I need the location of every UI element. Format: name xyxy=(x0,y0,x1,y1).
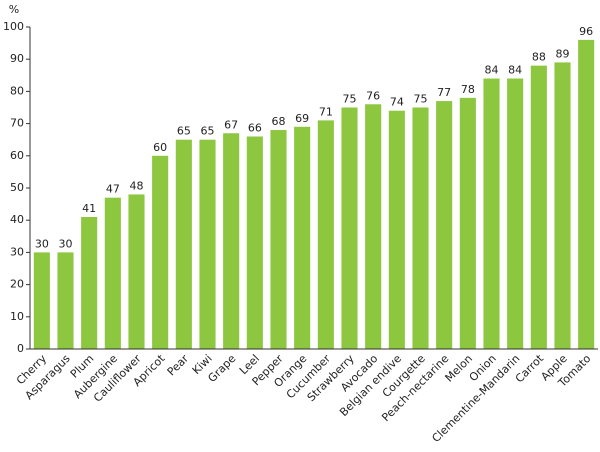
data-label: 75 xyxy=(414,93,428,106)
bar xyxy=(152,155,169,349)
y-tick-label: 40 xyxy=(10,213,24,226)
y-tick-label: 100 xyxy=(3,20,24,33)
y-tick-label: 0 xyxy=(17,342,24,355)
y-tick-label: 20 xyxy=(10,278,24,291)
bar xyxy=(270,130,287,349)
bar xyxy=(483,78,500,350)
data-label: 41 xyxy=(82,202,96,215)
data-label: 65 xyxy=(177,125,191,138)
data-label: 47 xyxy=(106,183,120,196)
bar xyxy=(554,62,571,350)
x-tick-label: Carrot xyxy=(513,352,547,386)
bar xyxy=(33,252,50,349)
data-label: 68 xyxy=(272,115,286,128)
data-label: 89 xyxy=(556,47,570,60)
x-tick-label: Grape xyxy=(205,352,238,385)
data-label: 69 xyxy=(295,112,309,125)
data-label: 77 xyxy=(437,86,451,99)
y-tick-label: 90 xyxy=(10,52,24,65)
data-label: 76 xyxy=(366,89,380,102)
bar xyxy=(530,65,547,349)
data-label: 48 xyxy=(130,179,144,192)
bar xyxy=(459,97,476,349)
bar xyxy=(317,120,334,349)
data-label: 65 xyxy=(201,125,215,138)
y-tick-label: 10 xyxy=(10,310,24,323)
data-label: 67 xyxy=(224,118,238,131)
data-label: 96 xyxy=(579,25,593,38)
bar xyxy=(81,216,98,349)
y-tick-label: 70 xyxy=(10,117,24,130)
y-tick-label: 50 xyxy=(10,181,24,194)
bar xyxy=(175,139,192,349)
data-label: 30 xyxy=(35,237,49,250)
bar xyxy=(294,126,311,349)
y-tick-label: 30 xyxy=(10,245,24,258)
bar xyxy=(578,39,595,349)
data-label: 78 xyxy=(461,83,475,96)
bar xyxy=(199,139,216,349)
bar xyxy=(128,194,145,349)
data-label: 74 xyxy=(390,96,404,109)
bar xyxy=(57,252,74,349)
bar xyxy=(365,104,382,349)
bar xyxy=(507,78,524,350)
data-label: 75 xyxy=(343,93,357,106)
y-tick-label: 60 xyxy=(10,149,24,162)
y-tick-label: 80 xyxy=(10,84,24,97)
data-label: 84 xyxy=(508,64,522,77)
bar xyxy=(223,133,240,349)
y-axis-label: % xyxy=(9,3,19,16)
bar xyxy=(388,110,405,349)
bar xyxy=(246,136,263,349)
bar xyxy=(412,107,429,349)
data-label: 30 xyxy=(59,237,73,250)
data-label: 60 xyxy=(153,141,167,154)
x-tick-label: Pear xyxy=(165,352,192,379)
bar xyxy=(436,101,453,349)
data-label: 88 xyxy=(532,51,546,64)
bar xyxy=(104,197,121,349)
data-label: 71 xyxy=(319,105,333,118)
data-label: 84 xyxy=(485,64,499,77)
data-label: 66 xyxy=(248,121,262,134)
bar xyxy=(341,107,358,349)
